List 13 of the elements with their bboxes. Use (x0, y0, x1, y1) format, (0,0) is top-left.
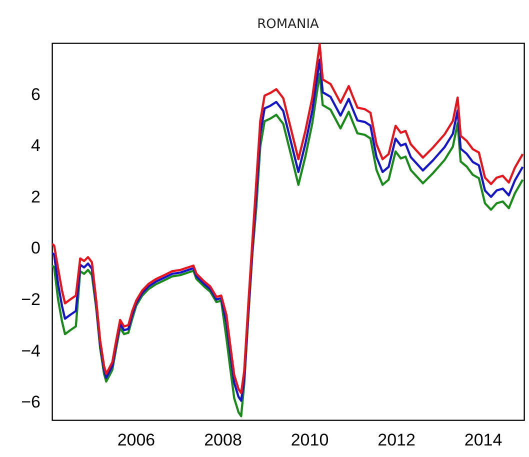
y-tick-label: −4 (21, 341, 40, 360)
x-tick-label: 2010 (290, 430, 329, 450)
chart-title: ROMANIA (257, 17, 320, 32)
y-tick-label: 2 (31, 187, 40, 206)
x-tick-label: 2012 (378, 430, 416, 450)
y-tick-label: 6 (31, 84, 40, 104)
y-tick-label: −2 (21, 290, 40, 309)
y-tick-label: 4 (31, 136, 40, 156)
y-tick-label: −6 (21, 392, 40, 412)
x-tick-label: 2006 (117, 430, 156, 450)
x-tick-label: 2008 (204, 430, 242, 450)
y-tick-label: 0 (31, 238, 40, 258)
x-tick-label: 2014 (464, 430, 502, 450)
